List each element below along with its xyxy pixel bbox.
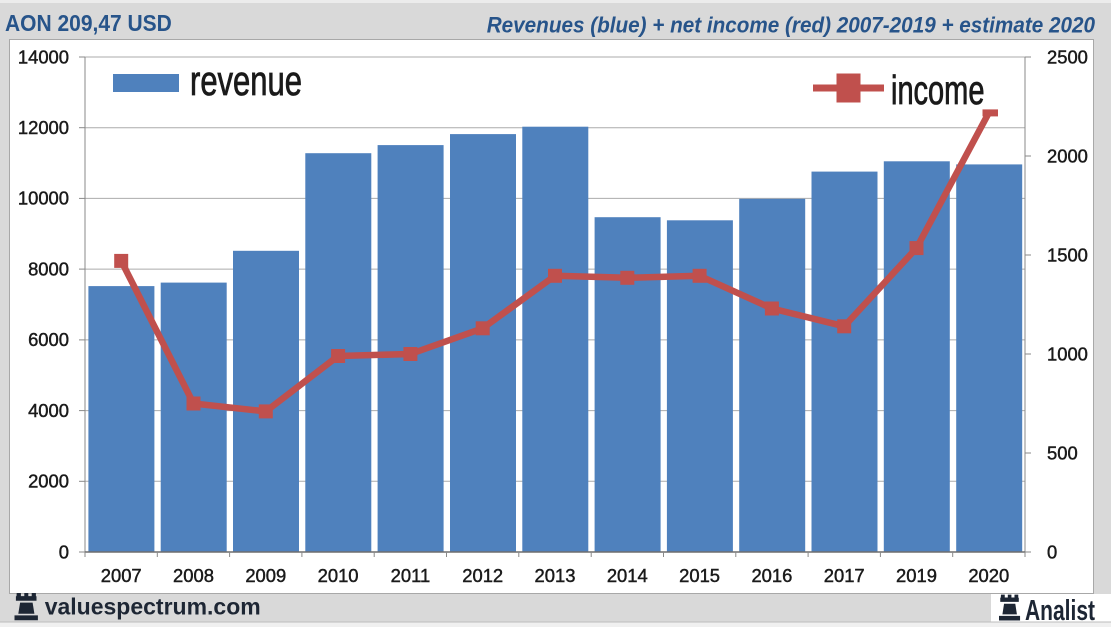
svg-text:2008: 2008	[173, 565, 214, 586]
svg-text:2007: 2007	[101, 565, 142, 586]
svg-text:12000: 12000	[18, 117, 69, 138]
svg-text:2015: 2015	[679, 565, 720, 586]
svg-text:2000: 2000	[1047, 145, 1088, 166]
svg-text:2010: 2010	[318, 565, 359, 586]
svg-text:income: income	[891, 68, 984, 113]
svg-text:1000: 1000	[1047, 343, 1088, 364]
svg-text:4000: 4000	[28, 400, 69, 421]
svg-text:2013: 2013	[535, 565, 576, 586]
svg-text:10000: 10000	[18, 188, 69, 209]
svg-text:1500: 1500	[1047, 244, 1088, 265]
svg-text:0: 0	[59, 541, 69, 562]
svg-text:2014: 2014	[607, 565, 648, 586]
svg-text:valuespectrum.com: valuespectrum.com	[45, 594, 261, 620]
svg-text:2009: 2009	[245, 565, 286, 586]
svg-text:2019: 2019	[896, 565, 937, 586]
svg-text:14000: 14000	[18, 46, 69, 67]
svg-text:2000: 2000	[28, 471, 69, 492]
svg-text:2500: 2500	[1047, 46, 1088, 67]
svg-text:0: 0	[1047, 541, 1057, 562]
svg-text:2016: 2016	[751, 565, 792, 586]
svg-text:2017: 2017	[824, 565, 865, 586]
svg-text:500: 500	[1047, 442, 1078, 463]
svg-text:Analist: Analist	[1025, 595, 1095, 627]
svg-text:6000: 6000	[28, 329, 69, 350]
svg-text:revenue: revenue	[190, 57, 302, 104]
svg-text:AON 209,47 USD: AON 209,47 USD	[5, 10, 172, 36]
svg-text:2012: 2012	[462, 565, 503, 586]
svg-text:Revenues (blue) + net income (: Revenues (blue) + net income (red) 2007-…	[487, 13, 1095, 38]
svg-text:8000: 8000	[28, 258, 69, 279]
svg-text:2020: 2020	[968, 565, 1009, 586]
svg-text:2011: 2011	[391, 565, 431, 586]
